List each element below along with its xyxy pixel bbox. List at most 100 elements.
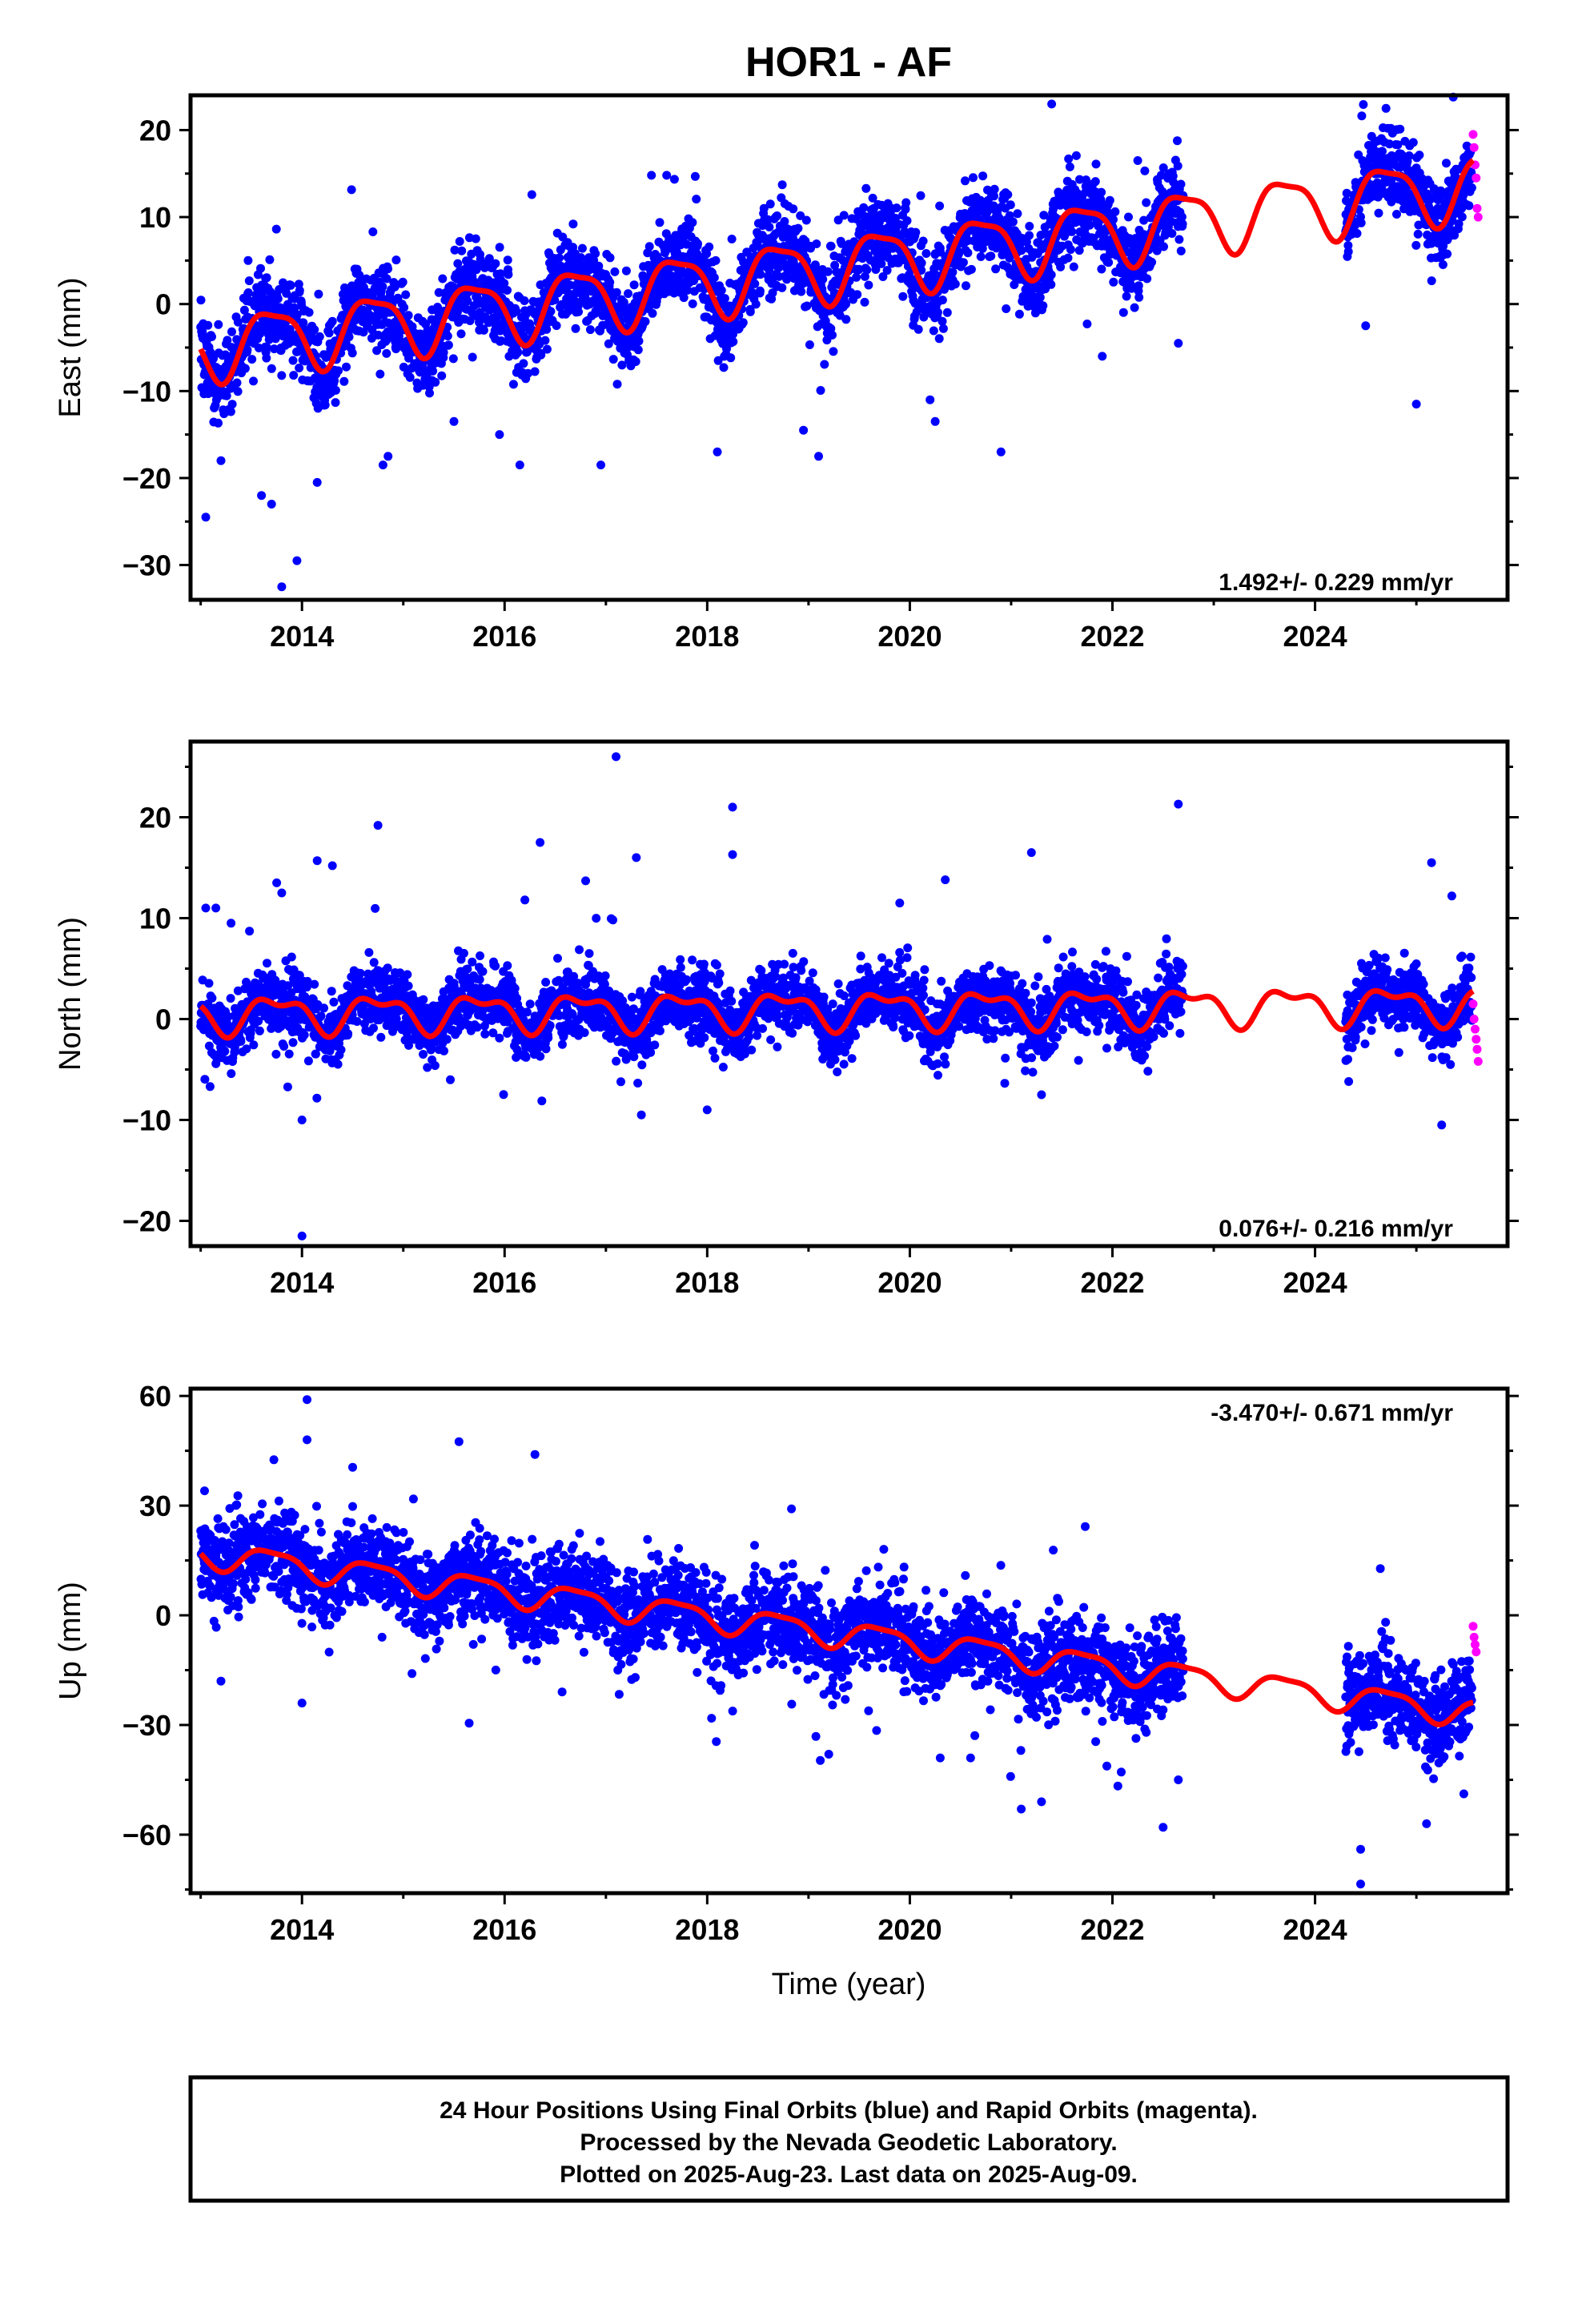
- x-tick-label: 2016: [472, 620, 536, 653]
- final-orbit-point: [1359, 100, 1368, 109]
- final-orbit-point: [585, 325, 595, 335]
- final-orbit-point: [279, 1042, 289, 1051]
- final-orbit-point: [226, 994, 235, 1003]
- final-orbit-point: [292, 310, 302, 320]
- final-orbit-point: [1091, 159, 1101, 169]
- final-orbit-point: [371, 903, 380, 913]
- final-orbit-point: [331, 385, 340, 395]
- final-orbit-point: [958, 258, 968, 267]
- final-orbit-point: [1104, 258, 1114, 267]
- final-orbit-point: [471, 234, 480, 243]
- final-orbit-point: [344, 332, 354, 342]
- final-orbit-point: [911, 227, 921, 237]
- east-y-axis-label: East (mm): [54, 277, 87, 417]
- final-orbit-point: [750, 279, 760, 288]
- final-orbit-point: [536, 1051, 545, 1061]
- final-orbit-point: [267, 364, 276, 373]
- final-orbit-point: [227, 327, 236, 336]
- outlier-point: [1133, 156, 1142, 165]
- final-orbit-point: [853, 290, 862, 300]
- outlier-point: [799, 425, 809, 435]
- y-tick-label: −10: [122, 375, 171, 408]
- final-orbit-point: [1097, 264, 1106, 274]
- final-orbit-point: [720, 294, 729, 304]
- final-orbit-point: [812, 239, 821, 248]
- final-orbit-point: [1105, 195, 1114, 205]
- final-orbit-point: [631, 357, 640, 366]
- final-orbit-point: [1173, 161, 1182, 171]
- final-orbit-point: [479, 325, 488, 335]
- outlier-point: [515, 460, 524, 470]
- final-orbit-point: [382, 274, 391, 283]
- final-orbit-point: [295, 364, 304, 372]
- final-orbit-point: [1392, 210, 1401, 219]
- final-orbit-point: [288, 1038, 298, 1047]
- final-orbit-point: [688, 299, 697, 308]
- final-orbit-point: [233, 317, 243, 327]
- east-data-marks: [196, 92, 1483, 592]
- final-orbit-point: [520, 296, 529, 305]
- final-orbit-point: [256, 263, 265, 273]
- outlier-point: [713, 447, 722, 456]
- final-orbit-point: [861, 183, 871, 193]
- final-orbit-point: [816, 386, 825, 395]
- final-orbit-point: [1067, 227, 1077, 236]
- final-orbit-point: [233, 387, 243, 396]
- final-orbit-point: [249, 376, 258, 386]
- final-orbit-point: [1356, 218, 1366, 227]
- final-orbit-point: [571, 324, 580, 333]
- final-orbit-point: [938, 296, 947, 305]
- final-orbit-point: [976, 252, 986, 261]
- final-orbit-point: [404, 981, 413, 991]
- outlier-point: [996, 447, 1006, 456]
- final-orbit-point: [383, 264, 392, 274]
- final-orbit-point: [669, 175, 679, 184]
- final-orbit-point: [383, 963, 392, 973]
- final-orbit-point: [1159, 242, 1168, 251]
- final-orbit-point: [828, 330, 837, 340]
- outlier-point: [647, 171, 656, 180]
- final-orbit-point: [619, 298, 628, 307]
- final-orbit-point: [310, 325, 319, 335]
- final-orbit-point: [1046, 270, 1056, 279]
- final-orbit-point: [692, 195, 701, 204]
- final-orbit-point: [203, 320, 213, 330]
- final-orbit-point: [475, 975, 484, 984]
- final-orbit-point: [961, 176, 970, 186]
- final-orbit-point: [364, 947, 374, 957]
- final-orbit-point: [442, 1035, 452, 1044]
- final-orbit-point: [1464, 201, 1474, 211]
- final-orbit-point: [343, 1029, 353, 1039]
- final-orbit-point: [347, 348, 357, 358]
- final-orbit-point: [334, 366, 343, 376]
- final-orbit-point: [304, 308, 314, 317]
- final-orbit-point: [950, 279, 960, 289]
- final-orbit-point: [557, 1039, 567, 1049]
- outlier-point: [596, 460, 605, 470]
- final-orbit-point: [610, 267, 620, 276]
- final-orbit-point: [522, 1007, 532, 1017]
- final-orbit-point: [495, 1033, 504, 1043]
- final-orbit-point: [726, 353, 736, 363]
- final-orbit-point: [232, 378, 242, 388]
- final-orbit-point: [457, 246, 467, 255]
- final-orbit-point: [1134, 281, 1143, 291]
- final-orbit-point: [820, 360, 829, 369]
- final-orbit-point: [243, 288, 253, 297]
- final-orbit-point: [555, 253, 564, 263]
- final-orbit-point: [444, 340, 453, 350]
- final-orbit-point: [1025, 231, 1034, 240]
- final-orbit-point: [1130, 303, 1139, 312]
- final-orbit-point: [405, 372, 415, 382]
- y-tick-label: 0: [155, 288, 171, 321]
- final-orbit-point: [841, 300, 850, 309]
- final-orbit-point: [859, 203, 869, 212]
- final-orbit-point: [1343, 247, 1353, 256]
- final-orbit-point: [934, 308, 942, 317]
- final-orbit-point: [503, 286, 512, 295]
- final-orbit-point: [376, 1032, 386, 1042]
- final-orbit-point: [902, 216, 912, 226]
- final-orbit-point: [1069, 262, 1078, 271]
- final-orbit-point: [1413, 229, 1423, 239]
